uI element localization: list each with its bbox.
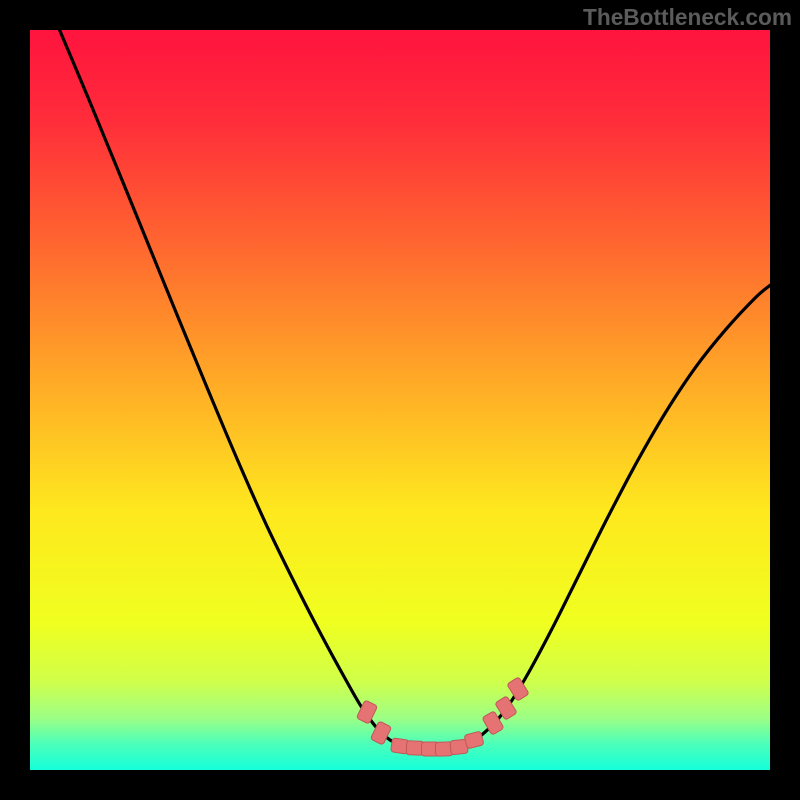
plot-area [30, 30, 770, 770]
marker-point [506, 677, 530, 701]
curve-path [60, 30, 770, 751]
bottleneck-curve [30, 30, 770, 770]
watermark-text: TheBottleneck.com [583, 4, 792, 31]
chart-frame [0, 0, 800, 800]
